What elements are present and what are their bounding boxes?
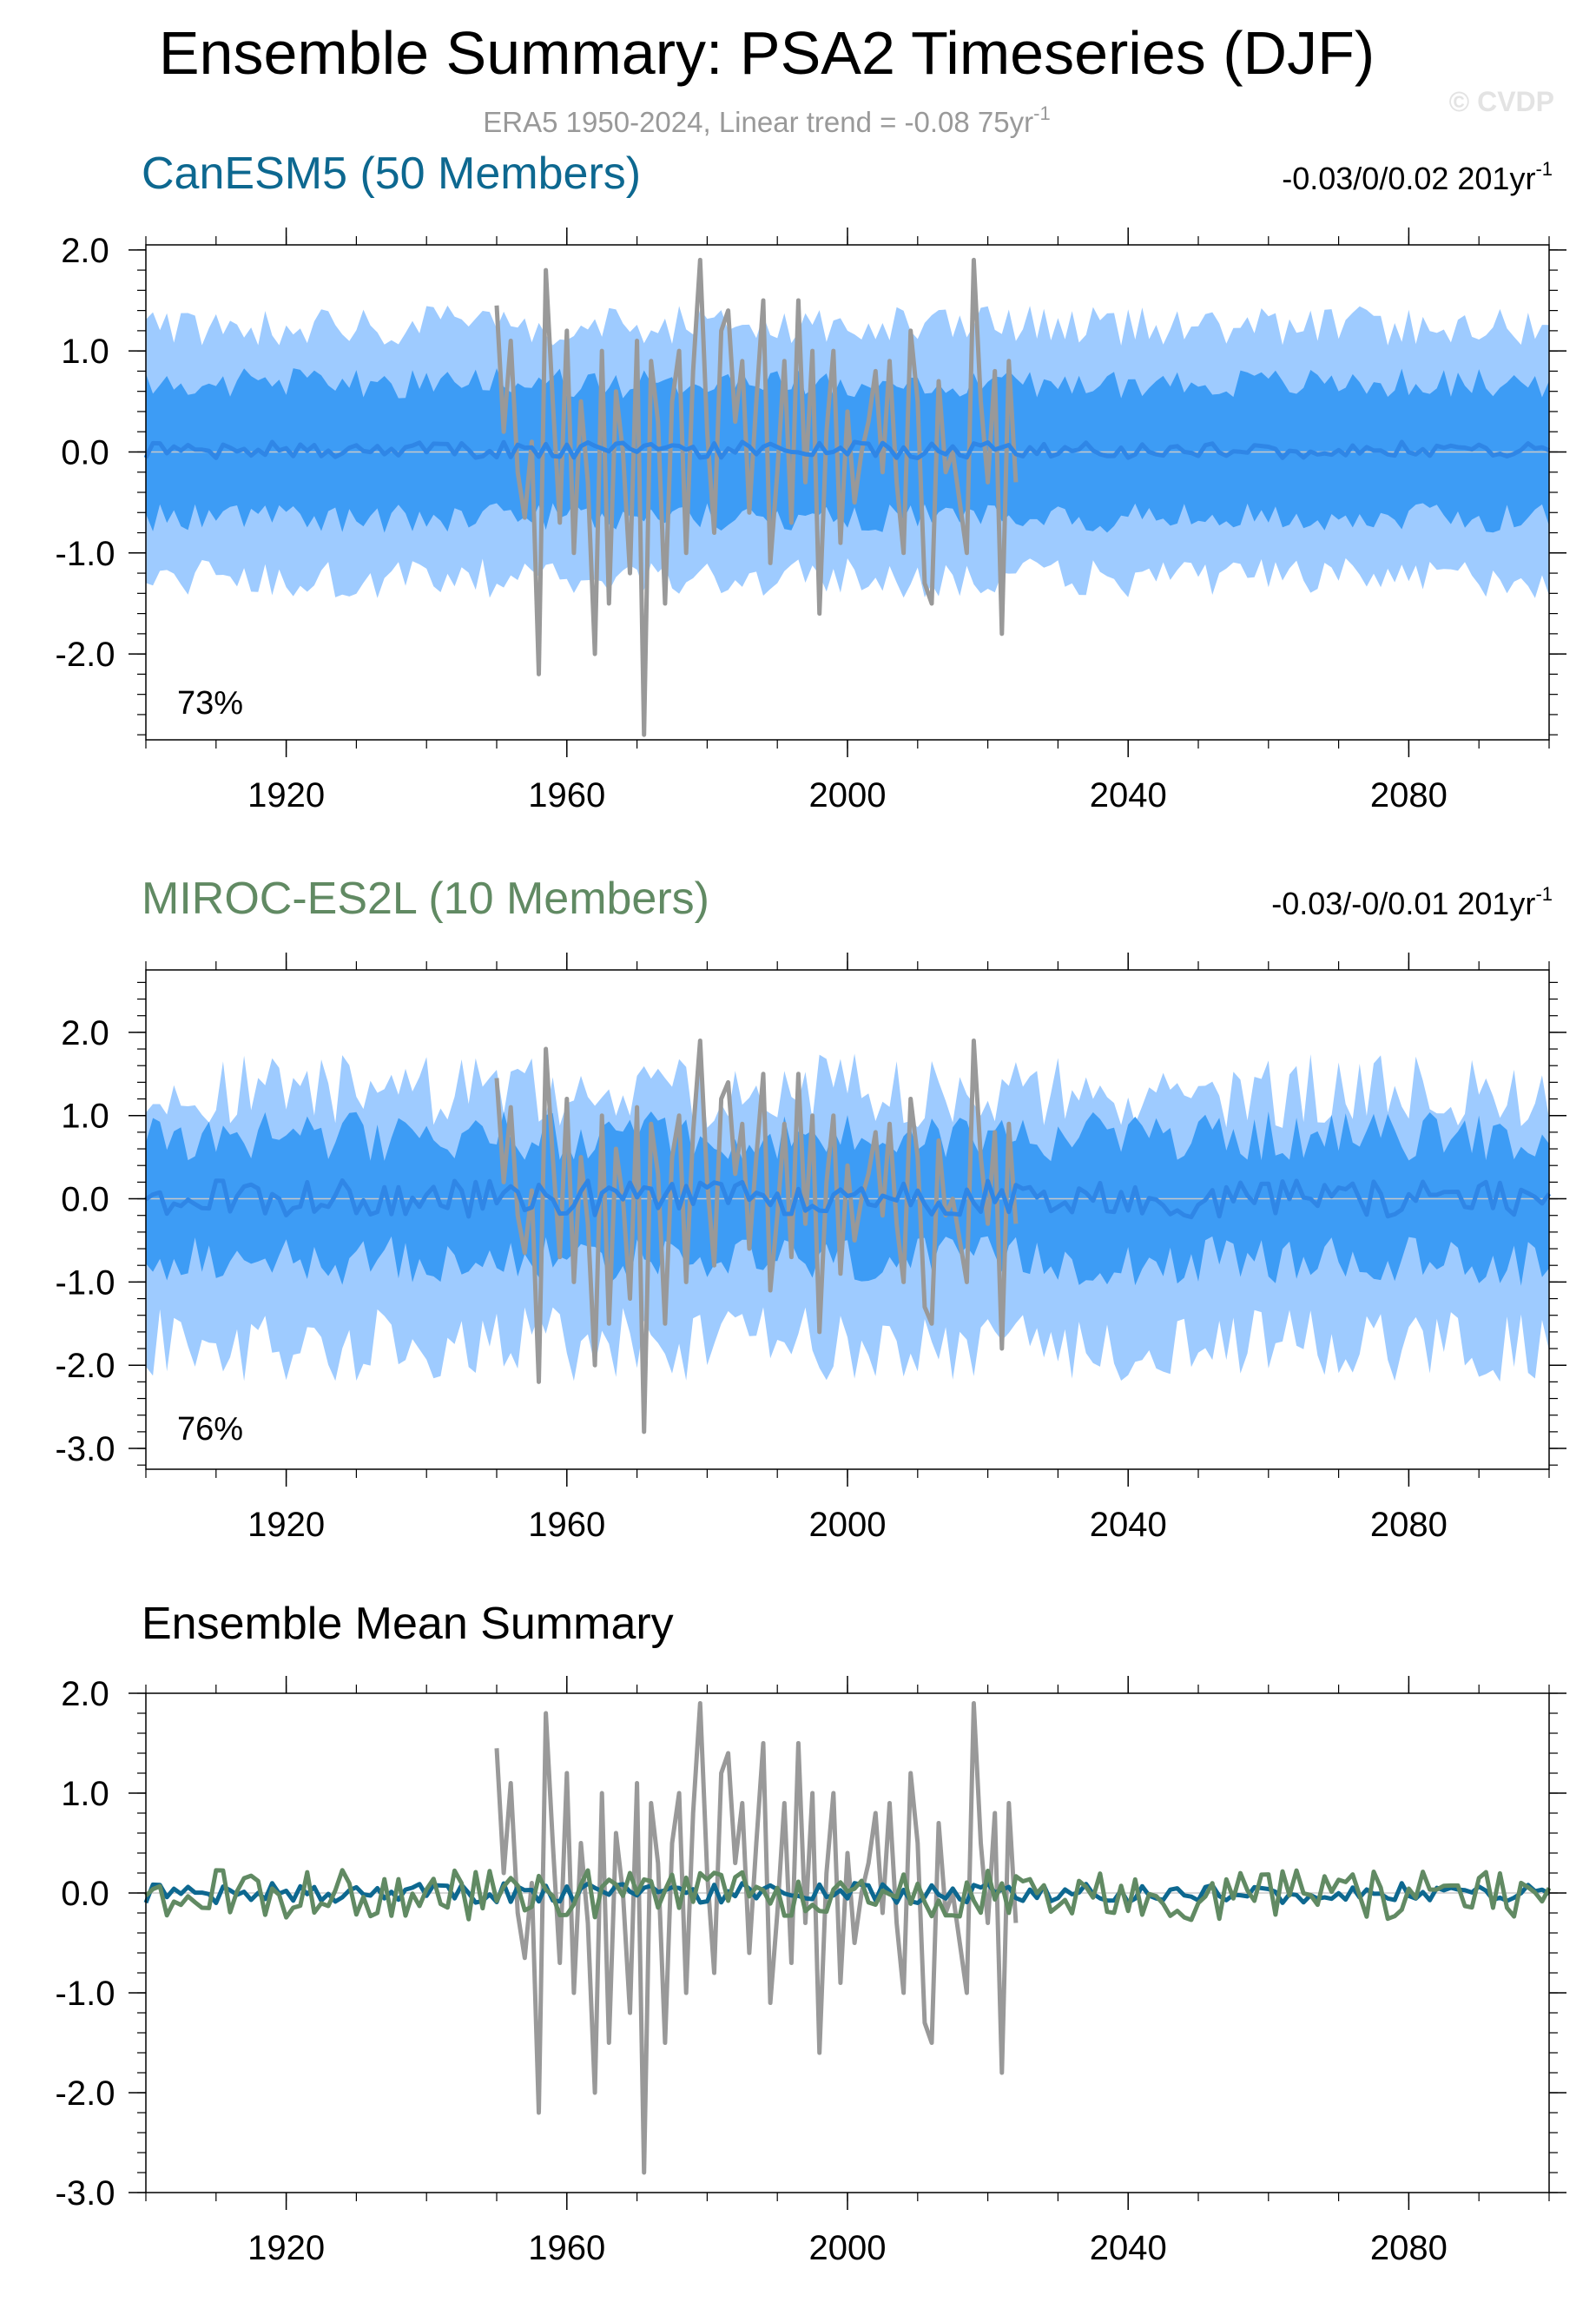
panel-ensemble-mean-plot-y-tick-label: -3.0 [56, 2174, 115, 2213]
panel-miroc-plot-x-tick-label: 1960 [528, 1506, 605, 1544]
figure-subtitle: ERA5 1950-2024, Linear trend = -0.08 75y… [483, 102, 1050, 138]
panel-miroc-plot-y-tick-label: -3.0 [56, 1430, 115, 1468]
panel-canesm5-plot-y-tick-label: -1.0 [56, 535, 115, 573]
panel-miroc-plot-x-tick-label: 2000 [809, 1506, 887, 1544]
panel-ensemble-mean-plot-x-tick-label: 2080 [1370, 2229, 1448, 2267]
panel-canesm5-plot-y-tick-label: 1.0 [61, 333, 109, 371]
panel-ensemble-mean-plot-frame [145, 1692, 1550, 2193]
panel-miroc-trend-exponent: -1 [1535, 883, 1553, 905]
panel-ensemble-mean-plot-era5-line [494, 1701, 1019, 2175]
panel-ensemble-mean-plot-mean-line-1 [144, 1868, 1552, 1923]
panel-canesm5-plot-y-tick-label: 2.0 [61, 232, 109, 270]
panel-ensemble-mean-plot-y-tick-label: -2.0 [56, 2074, 115, 2113]
panel-canesm5-plot-x-tick-label: 1960 [528, 776, 605, 815]
panel-miroc-title: MIROC-ES2L (10 Members) [142, 874, 709, 924]
panel-canesm5-trend-text: -0.03/0/0.02 201yr [1282, 161, 1535, 196]
panel-miroc-plot-y-tick-label: -1.0 [56, 1263, 115, 1302]
panel-ensemble-mean-plot-x-tick-label: 2040 [1090, 2229, 1167, 2267]
panel-canesm5-plot-y-tick-label: -2.0 [56, 636, 115, 674]
panel-canesm5-plot-x-tick-label: 1920 [247, 776, 325, 815]
panel-ensemble-mean-plot-y-tick-label: 1.0 [61, 1775, 109, 1813]
panel-ensemble-mean-plot-y-tick-label: -1.0 [56, 1975, 115, 2013]
panel-miroc-plot-mean-line-0 [144, 1178, 1552, 1220]
panel-canesm5-plot: 1920 1960 2000 2040 2080 2.0 1.0 0.0 -1.0 -2.0 [56, 228, 1566, 815]
panel-ensemble-mean-plot-x-tick-label: 1920 [247, 2229, 325, 2267]
panel-miroc-plot-y-tick-label: 0.0 [61, 1181, 109, 1219]
panel-canesm5-plot-x-tick-label: 2000 [809, 776, 887, 815]
panel-ensemble-mean-plot-y-tick-label: 0.0 [61, 1875, 109, 1913]
panel-canesm5-plot-y-tick-label: 0.0 [61, 433, 109, 472]
panel-miroc-plot: 1920 1960 2000 2040 2080 2.0 1.0 0.0 -1.0 -2.0 -3.… [56, 953, 1566, 1544]
panel-canesm5-title: CanESM5 (50 Members) [142, 148, 641, 199]
panel-ensemble-mean-plot-x-tick-label: 1960 [528, 2229, 605, 2267]
panel-miroc-plot-x-tick-label: 2080 [1370, 1506, 1448, 1544]
panel-miroc-plot-era5-line [494, 1039, 1019, 1435]
panel-miroc-plot-y-tick-label: 2.0 [61, 1014, 109, 1052]
panel-ensemble-mean: Ensemble Mean Summary 1920 1960 2000 2040 20… [56, 1599, 1566, 2267]
panel-ensemble-mean-plot-y-tick-label: 2.0 [61, 1675, 109, 1713]
panel-miroc-plot-y-tick-label: -2.0 [56, 1347, 115, 1385]
panel-canesm5-plot-mean-line-0 [143, 439, 1551, 460]
figure-subtitle-exponent: -1 [1033, 102, 1051, 124]
panel-miroc-trend: -0.03/-0/0.01 201yr-1 [1271, 883, 1553, 921]
figure-subtitle-text: ERA5 1950-2024, Linear trend = -0.08 75y… [483, 106, 1033, 138]
figure-title: Ensemble Summary: PSA2 Timeseries (DJF) [159, 19, 1375, 87]
watermark: © CVDP [1449, 86, 1554, 117]
panel-canesm5-plot-era5-line [494, 257, 1019, 737]
panel-canesm5-trend: -0.03/0/0.02 201yr-1 [1282, 158, 1553, 196]
panel-miroc-trend-text: -0.03/-0/0.01 201yr [1271, 886, 1535, 921]
panel-miroc-plot-y-tick-label: 1.0 [61, 1098, 109, 1136]
panel-canesm5-trend-exponent: -1 [1535, 158, 1553, 180]
panel-miroc-percent: 76% [177, 1411, 243, 1448]
panel-ensemble-mean-plot-x-tick-label: 2000 [809, 2229, 887, 2267]
panel-ensemble-mean-title: Ensemble Mean Summary [142, 1599, 674, 1649]
panel-miroc: MIROC-ES2L (10 Members) -0.03/-0/0.01 20… [56, 874, 1566, 1544]
panel-canesm5-plot-x-tick-label: 2080 [1370, 776, 1448, 815]
panel-canesm5-percent: 73% [177, 685, 243, 722]
panel-miroc-plot-x-tick-label: 1920 [247, 1506, 325, 1544]
panel-canesm5: CanESM5 (50 Members) -0.03/0/0.02 201yr-… [56, 148, 1566, 815]
panel-ensemble-mean-plot: 1920 1960 2000 2040 2080 2.0 1.0 0.0 -1.0 -2.0 -3.… [56, 1675, 1566, 2267]
panel-miroc-plot-x-tick-label: 2040 [1090, 1506, 1167, 1544]
panel-canesm5-plot-x-tick-label: 2040 [1090, 776, 1167, 815]
